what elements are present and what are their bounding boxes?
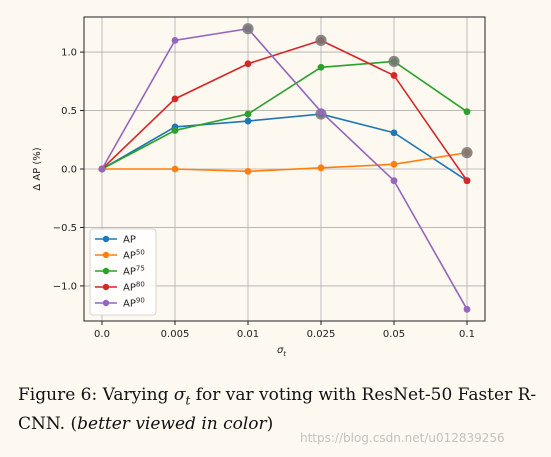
line-chart: 0.0 0.005 0.01 0.025 0.05 0.1 −1.0 −0.5 0.0 0.5 1.…: [32, 16, 486, 358]
y-axis-label: Δ AP (%): [32, 147, 43, 190]
series-ap: [98, 108, 471, 185]
series-ap50: [98, 147, 473, 175]
series-line: [101, 60, 468, 170]
data-point: [390, 129, 398, 137]
legend-swatch-marker: [102, 251, 110, 259]
legend-label: AP: [123, 235, 136, 246]
data-point: [171, 127, 179, 134]
legend-box: [89, 228, 157, 316]
legend-label-superscript: 75: [136, 265, 145, 273]
data-point: [317, 164, 325, 172]
caption-prefix: Figure 6: Varying: [18, 385, 174, 405]
x-axis-label-main: σ: [277, 345, 284, 356]
data-point: [390, 72, 398, 79]
x-axis-label: σt: [277, 345, 286, 358]
data-point: [244, 110, 252, 118]
y-tick-label: 1.0: [61, 48, 77, 59]
figure-caption: Figure 6: Varying σt for var voting with…: [18, 383, 538, 436]
data-point: [317, 63, 325, 71]
data-point: [463, 108, 471, 116]
best-point-marker: [388, 55, 400, 68]
x-axis-label-subscript: t: [283, 350, 286, 358]
caption-italic: better viewed in color: [77, 414, 267, 435]
data-point: [317, 108, 325, 116]
y-tick-label: 0.5: [61, 106, 77, 117]
data-point: [98, 165, 106, 173]
x-tick-label: 0.005: [161, 329, 190, 340]
legend-label-superscript: 80: [136, 281, 145, 289]
caption-sigma: σ: [173, 385, 186, 405]
series-line: [101, 27, 468, 310]
y-tick-label: −0.5: [53, 223, 77, 234]
best-point-marker: [461, 147, 473, 159]
data-point: [244, 60, 252, 68]
x-tick-label: 0.025: [307, 329, 336, 340]
series-line: [101, 113, 468, 182]
legend-swatch-marker: [102, 267, 110, 275]
x-tick-label: 0.01: [237, 329, 259, 340]
best-point-marker: [315, 34, 327, 46]
data-point: [244, 117, 252, 125]
x-tick-label: 0.1: [459, 329, 475, 340]
x-tick-label: 0.0: [94, 329, 110, 340]
y-tick-label: 0.0: [61, 165, 77, 176]
data-point: [463, 305, 471, 313]
legend-label-superscript: 90: [136, 297, 145, 305]
series-line: [101, 39, 468, 182]
legend-swatch-marker: [102, 299, 110, 307]
data-point: [171, 95, 179, 103]
watermark: https://blog.csdn.net/u012839256: [300, 431, 505, 445]
data-point: [463, 177, 471, 185]
caption-middle: for var voting with ResNet-50 Faster R-C…: [18, 385, 537, 435]
data-point: [390, 177, 398, 185]
series-ap90: [98, 23, 471, 313]
y-tick-label: −1.0: [53, 281, 77, 292]
legend-item: AP: [95, 235, 136, 246]
data-point: [390, 160, 398, 168]
best-point-marker: [242, 23, 254, 35]
legend-label-superscript: 50: [136, 249, 145, 257]
legend-swatch-marker: [102, 235, 110, 243]
data-point: [244, 167, 252, 175]
caption-sigma-subscript: t: [185, 393, 191, 408]
caption-suffix: ): [266, 414, 274, 435]
data-point: [171, 165, 179, 173]
legend-swatch-marker: [102, 283, 110, 291]
x-tick-label: 0.05: [383, 329, 405, 340]
series-ap75: [98, 55, 471, 173]
data-point: [171, 36, 179, 44]
series-line: [102, 151, 468, 173]
